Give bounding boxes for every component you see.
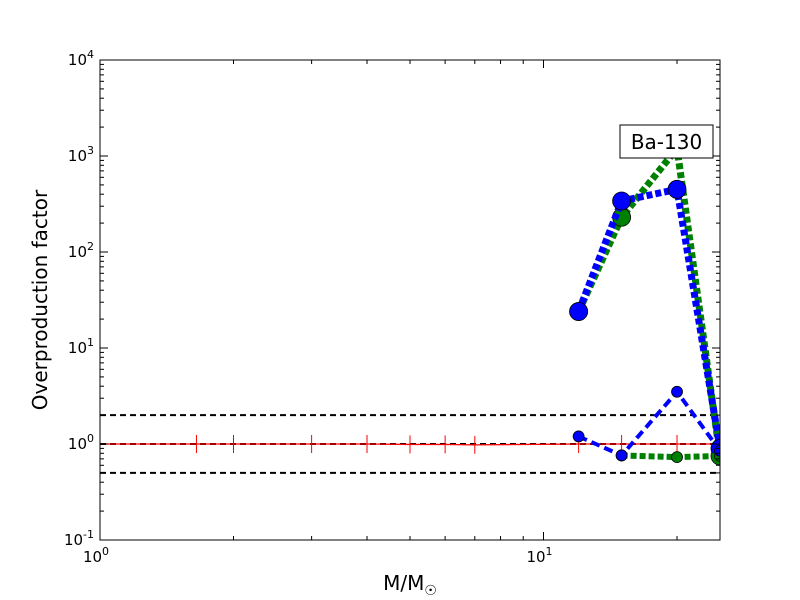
annotation-box: Ba-130 (619, 124, 714, 159)
annotation-frame (619, 124, 714, 159)
y-tick-label-2: 101 (68, 336, 94, 357)
series-4-line (577, 388, 720, 458)
series-3-line (621, 452, 720, 461)
axis-ticks (99, 59, 720, 541)
x-tick-label-1: 101 (526, 545, 552, 566)
plot-background (100, 60, 720, 540)
series-4 (572, 385, 720, 462)
series-2-point-0 (569, 302, 589, 321)
series-2-point-2 (667, 179, 687, 199)
x-axis-label-subscript: ☉ (424, 583, 437, 599)
y-tick-label-3: 102 (68, 240, 94, 261)
series-4-point-0 (572, 430, 585, 443)
y-tick-label-1: 100 (68, 432, 94, 453)
series-3-point-1 (671, 451, 683, 464)
y-tick-label-0: 10-1 (64, 528, 94, 549)
series-2-point-1 (612, 191, 632, 211)
y-tick-label-5: 104 (68, 48, 94, 69)
y-axis-label: Overproduction factor (28, 189, 52, 410)
y-tick-label-4: 103 (68, 144, 94, 165)
series-4-point-1 (615, 449, 628, 462)
annotation-label: Ba-130 (631, 130, 702, 154)
x-tick-label-0: 100 (83, 545, 109, 566)
series-2-line (575, 185, 720, 449)
x-axis-label: M/M☉ (383, 571, 437, 599)
series-4-point-2 (671, 385, 683, 398)
